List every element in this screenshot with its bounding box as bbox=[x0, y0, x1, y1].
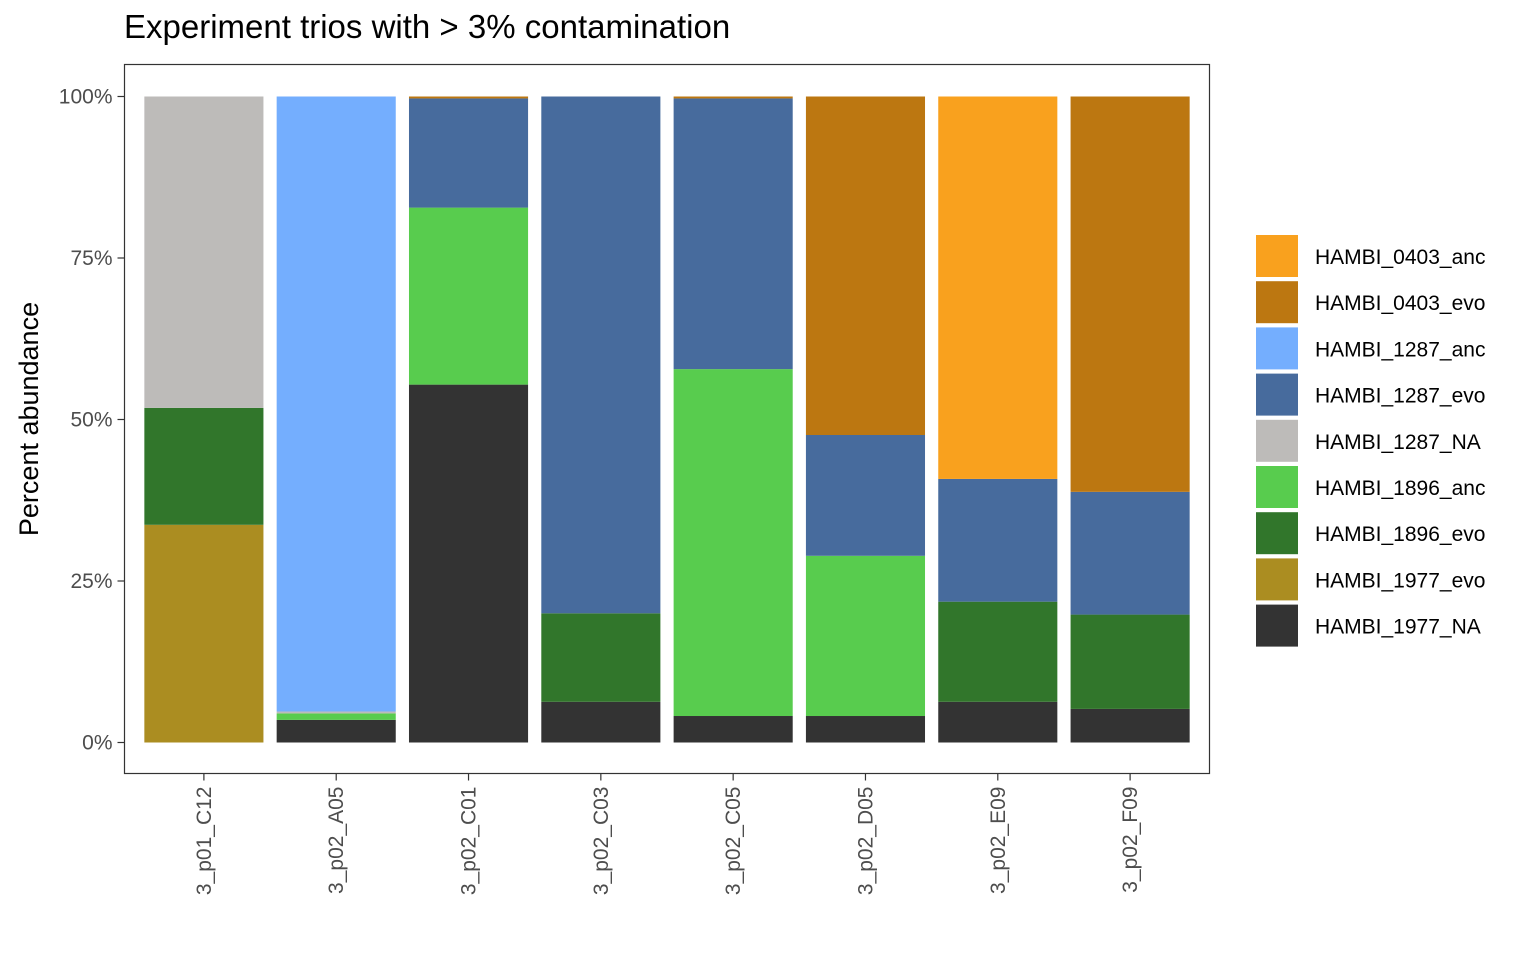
bar-segment bbox=[805, 555, 926, 717]
legend-key bbox=[1256, 558, 1298, 601]
bar-segment bbox=[408, 96, 529, 99]
bar-segment bbox=[144, 96, 264, 408]
bar-segment bbox=[673, 716, 793, 743]
bar-segment bbox=[673, 369, 793, 717]
y-tick-label: 0% bbox=[82, 732, 112, 755]
legend-label: HAMBI_1977_NA bbox=[1315, 616, 1481, 639]
bar-segment bbox=[938, 701, 1058, 743]
bar-segment bbox=[541, 701, 661, 743]
bar-segment bbox=[1070, 96, 1190, 492]
x-tick-label: 3_p02_C05 bbox=[722, 787, 745, 896]
legend-key bbox=[1256, 281, 1298, 324]
bar-segment bbox=[938, 478, 1058, 602]
x-tick-label: 3_p02_F09 bbox=[1119, 787, 1142, 893]
y-tick-label: 25% bbox=[70, 570, 112, 593]
legend-label: HAMBI_1287_anc bbox=[1315, 338, 1485, 361]
bar-segment bbox=[541, 613, 661, 702]
x-axis: 3_p01_C12 3_p02_A05 3_p02_C01 3_p02_C03 3_p0… bbox=[193, 773, 1142, 896]
bar-segment bbox=[144, 407, 264, 525]
bar-segment bbox=[673, 98, 793, 370]
y-tick-label: 75% bbox=[70, 247, 112, 270]
legend-label: HAMBI_1977_evo bbox=[1315, 569, 1485, 592]
x-tick-label: 3_p02_D05 bbox=[854, 787, 877, 896]
bar-segment bbox=[276, 711, 396, 714]
y-tick-label: 100% bbox=[59, 86, 113, 109]
legend-key bbox=[1256, 327, 1298, 370]
chart-title: Experiment trios with > 3% contamination bbox=[124, 8, 731, 45]
bar-segment bbox=[805, 96, 926, 435]
bar-segment bbox=[144, 524, 264, 743]
legend-label: HAMBI_0403_evo bbox=[1315, 292, 1485, 315]
bar-segment bbox=[938, 601, 1058, 702]
y-tick-label: 50% bbox=[70, 409, 112, 432]
bar-segment bbox=[1070, 614, 1190, 709]
bar-segment bbox=[673, 96, 793, 99]
legend: HAMBI_0403_anc HAMBI_0403_evo HAMBI_1287_a… bbox=[1256, 235, 1485, 647]
x-tick-label: 3_p02_A05 bbox=[325, 787, 348, 894]
bar-segment bbox=[805, 435, 926, 556]
bar-segment bbox=[408, 98, 529, 208]
bar-segment bbox=[938, 96, 1058, 479]
bar-segment bbox=[541, 96, 661, 614]
y-axis: 0% 25% 50% 75% 100% bbox=[59, 86, 125, 755]
bars-layer bbox=[144, 96, 1190, 743]
legend-label: HAMBI_1287_NA bbox=[1315, 431, 1481, 454]
bar-segment bbox=[276, 719, 396, 743]
x-tick-label: 3_p02_C01 bbox=[458, 787, 481, 896]
legend-key bbox=[1256, 512, 1298, 555]
legend-key bbox=[1256, 466, 1298, 508]
legend-label: HAMBI_0403_anc bbox=[1315, 246, 1485, 269]
legend-key bbox=[1256, 604, 1298, 647]
legend-key bbox=[1256, 373, 1298, 416]
legend-label: HAMBI_1287_evo bbox=[1315, 385, 1485, 408]
legend-key bbox=[1256, 235, 1298, 277]
x-tick-label: 3_p02_C03 bbox=[590, 787, 613, 896]
bar-segment bbox=[1070, 708, 1190, 743]
legend-label: HAMBI_1896_anc bbox=[1315, 477, 1485, 500]
legend-label: HAMBI_1896_evo bbox=[1315, 523, 1485, 546]
bar-segment bbox=[276, 713, 396, 720]
bar-segment bbox=[276, 96, 396, 712]
x-tick-label: 3_p02_E09 bbox=[987, 787, 1010, 894]
bar-segment bbox=[408, 207, 529, 385]
legend-key bbox=[1256, 419, 1298, 462]
x-tick-label: 3_p01_C12 bbox=[193, 787, 216, 896]
bar-segment bbox=[805, 716, 926, 743]
y-axis-label: Percent abundance bbox=[14, 302, 44, 536]
bar-segment bbox=[408, 384, 529, 743]
bar-segment bbox=[1070, 491, 1190, 615]
